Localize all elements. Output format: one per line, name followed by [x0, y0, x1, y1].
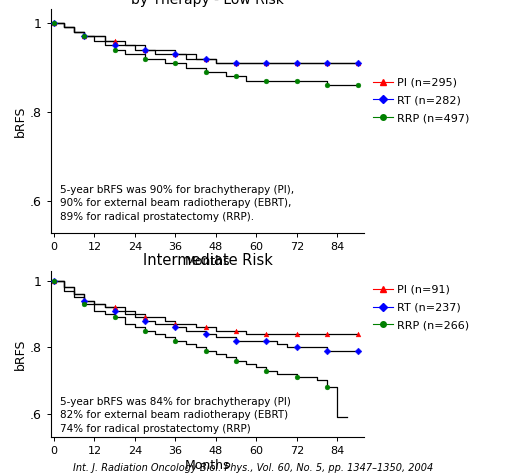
Point	[201, 330, 210, 338]
Point	[292, 343, 300, 351]
Point	[80, 32, 88, 40]
Point	[232, 59, 240, 67]
Point	[292, 330, 300, 338]
Point	[262, 337, 270, 344]
Point	[171, 59, 179, 67]
Point	[201, 323, 210, 331]
Point	[111, 41, 119, 49]
Point	[141, 46, 149, 54]
Y-axis label: bRFS: bRFS	[14, 105, 27, 137]
Point	[353, 330, 361, 338]
X-axis label: Months: Months	[184, 255, 230, 267]
Point	[292, 59, 300, 67]
Point	[80, 300, 88, 308]
Text: 5-year bRFS was 90% for brachytherapy (PI),
90% for external beam radiotherapy (: 5-year bRFS was 90% for brachytherapy (P…	[60, 185, 293, 221]
Point	[50, 19, 58, 27]
Point	[353, 347, 361, 354]
Point	[111, 37, 119, 45]
Point	[323, 347, 331, 354]
Point	[262, 367, 270, 374]
Point	[232, 357, 240, 364]
Legend: PI (n=91), RT (n=237), RRP (n=266): PI (n=91), RT (n=237), RRP (n=266)	[372, 285, 469, 330]
Point	[323, 59, 331, 67]
Title: Biochemical Relapse Free Survival (bRFS)
by Therapy - Low Risk: Biochemical Relapse Free Survival (bRFS)…	[64, 0, 350, 7]
Point	[50, 19, 58, 27]
Point	[323, 383, 331, 391]
Point	[111, 307, 119, 314]
Point	[323, 330, 331, 338]
Point	[201, 55, 210, 62]
Point	[353, 59, 361, 67]
Text: Int. J. Radiation Oncology Biol. Phys., Vol. 60, No. 5, pp. 1347–1350, 2004: Int. J. Radiation Oncology Biol. Phys., …	[73, 463, 432, 473]
Point	[171, 50, 179, 58]
Legend: PI (n=295), RT (n=282), RRP (n=497): PI (n=295), RT (n=282), RRP (n=497)	[372, 77, 469, 123]
Point	[232, 337, 240, 344]
Point	[323, 82, 331, 89]
Point	[292, 373, 300, 381]
Y-axis label: bRFS: bRFS	[14, 338, 27, 370]
Point	[141, 317, 149, 324]
Point	[141, 46, 149, 54]
Point	[50, 277, 58, 285]
Point	[111, 304, 119, 311]
Point	[171, 337, 179, 344]
Point	[80, 32, 88, 40]
Point	[171, 320, 179, 328]
Title: Intermediate Risk: Intermediate Risk	[142, 253, 272, 268]
Point	[50, 19, 58, 27]
X-axis label: Months: Months	[184, 459, 230, 472]
Point	[80, 297, 88, 304]
Point	[111, 314, 119, 321]
Point	[201, 68, 210, 76]
Point	[201, 55, 210, 62]
Point	[262, 330, 270, 338]
Point	[171, 323, 179, 331]
Point	[141, 327, 149, 334]
Point	[232, 59, 240, 67]
Point	[80, 297, 88, 304]
Point	[232, 327, 240, 334]
Point	[111, 46, 119, 54]
Point	[292, 59, 300, 67]
Point	[80, 32, 88, 40]
Point	[50, 277, 58, 285]
Point	[262, 59, 270, 67]
Point	[201, 347, 210, 354]
Point	[353, 59, 361, 67]
Point	[323, 59, 331, 67]
Point	[292, 77, 300, 85]
Point	[171, 50, 179, 58]
Text: 5-year bRFS was 84% for brachytherapy (PI)
82% for external beam radiotherapy (E: 5-year bRFS was 84% for brachytherapy (P…	[60, 397, 290, 434]
Point	[141, 314, 149, 321]
Point	[262, 77, 270, 85]
Point	[262, 59, 270, 67]
Point	[353, 82, 361, 89]
Point	[50, 277, 58, 285]
Point	[232, 73, 240, 80]
Point	[141, 55, 149, 62]
